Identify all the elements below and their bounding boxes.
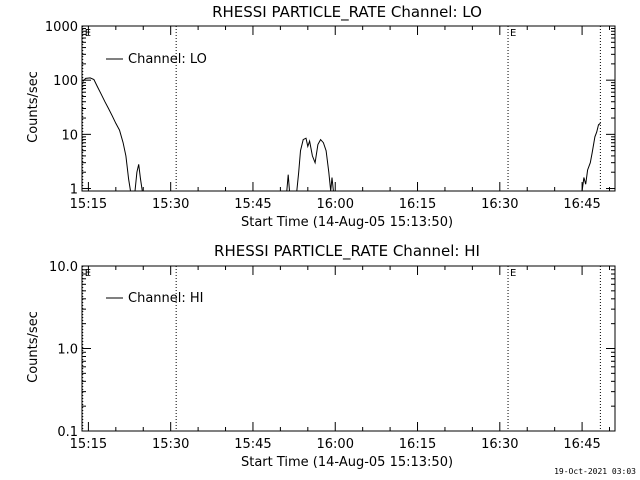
x-axis-label: Start Time (14-Aug-05 15:13:50) xyxy=(241,455,453,470)
y-tick-label: 0.1 xyxy=(57,425,78,440)
x-tick-label: 15:45 xyxy=(234,437,271,452)
marker-label: E xyxy=(85,268,91,279)
x-tick-label: 15:15 xyxy=(70,197,107,212)
y-tick-label: 1 xyxy=(70,183,78,198)
x-tick-label: 15:30 xyxy=(152,437,189,452)
y-axis-label: Counts/sec xyxy=(26,311,41,383)
y-tick-label: 1000 xyxy=(45,20,78,35)
y-tick-label: 100 xyxy=(53,74,78,89)
marker-label: E xyxy=(85,28,91,39)
legend: Channel: HI xyxy=(106,291,204,306)
footer-timestamp: 19-Oct-2021 03:03 xyxy=(554,467,636,476)
y-axis-label: Counts/sec xyxy=(26,71,41,143)
legend: Channel: LO xyxy=(106,52,207,67)
y-tick-label: 1.0 xyxy=(57,343,78,358)
x-tick-label: 15:45 xyxy=(234,197,271,212)
plot-frame xyxy=(81,25,616,192)
chart-title: RHESSI PARTICLE_RATE Channel: HI xyxy=(214,242,480,261)
y-tick-label: 10 xyxy=(61,128,78,143)
x-tick-label: 16:15 xyxy=(399,437,436,452)
legend-entry: Channel: LO xyxy=(128,52,207,67)
marker-label: E xyxy=(510,268,516,279)
x-tick-label: 16:30 xyxy=(481,197,518,212)
chart-title: RHESSI PARTICLE_RATE Channel: LO xyxy=(212,3,482,22)
x-tick-label: 16:00 xyxy=(317,197,354,212)
y-tick-label: 10.0 xyxy=(49,260,78,275)
x-tick-label: 16:45 xyxy=(563,197,600,212)
x-tick-label: 15:15 xyxy=(70,437,107,452)
marker-label: E xyxy=(510,28,516,39)
x-tick-label: 16:00 xyxy=(317,437,354,452)
x-tick-label: 16:45 xyxy=(563,437,600,452)
x-tick-label: 15:30 xyxy=(152,197,189,212)
panel-lo: RHESSI PARTICLE_RATE Channel: LO Start T… xyxy=(26,3,616,230)
x-tick-label: 16:15 xyxy=(399,197,436,212)
panel-hi: RHESSI PARTICLE_RATE Channel: HI Start T… xyxy=(26,242,616,470)
series-line xyxy=(82,77,601,192)
x-tick-label: 16:30 xyxy=(481,437,518,452)
legend-entry: Channel: HI xyxy=(128,291,204,306)
x-axis-label: Start Time (14-Aug-05 15:13:50) xyxy=(241,215,453,230)
